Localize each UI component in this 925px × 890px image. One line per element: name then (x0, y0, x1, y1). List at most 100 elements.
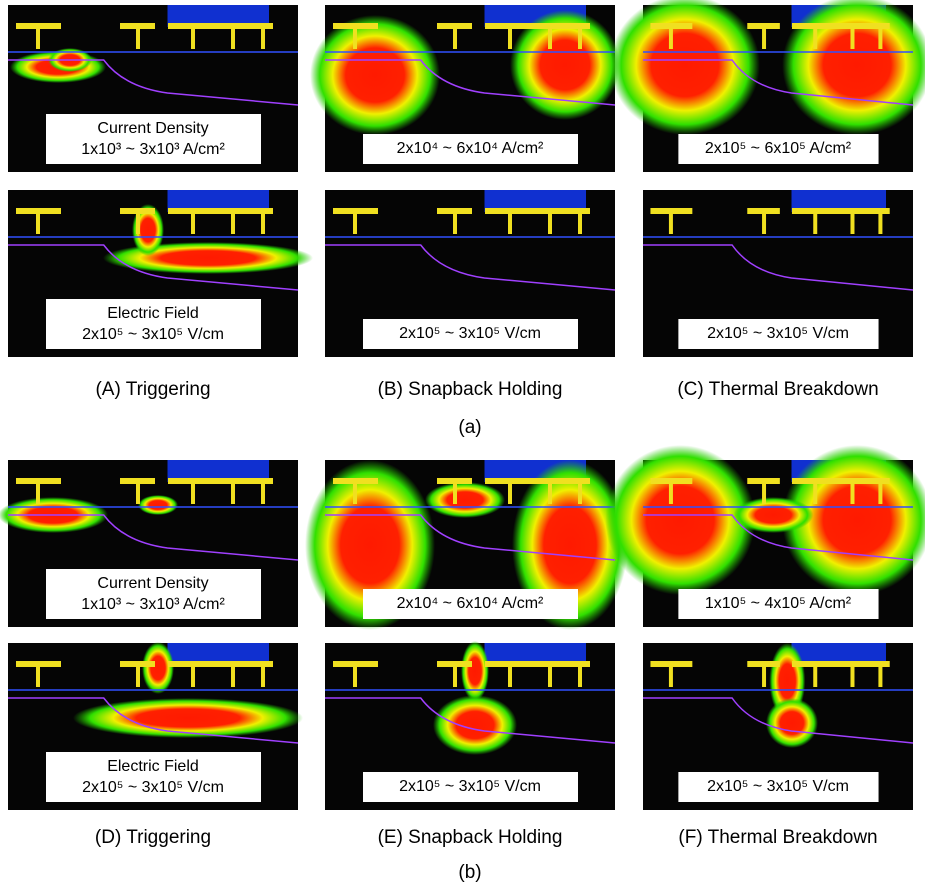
panel-label: 2x10⁵ ~ 3x10⁵ V/cm (707, 778, 849, 795)
electrode-stem (353, 23, 357, 49)
simulation-panel: 2x10⁵ ~ 3x10⁵ V/cm (643, 643, 913, 810)
electrode (168, 661, 273, 667)
heat-region (433, 695, 517, 755)
caption: (F) Thermal Breakdown (678, 827, 877, 848)
electrode-stem (353, 478, 357, 504)
electrode-stem (453, 208, 457, 234)
panel-label: 2x10⁵ ~ 3x10⁵ V/cm (399, 778, 541, 795)
electrode-stem (231, 208, 235, 234)
electrode (485, 661, 590, 667)
panel-label: Current Density (97, 120, 208, 137)
section-label: (a) (458, 417, 481, 438)
electrode-stem (813, 23, 817, 49)
electrode-stem (231, 23, 235, 49)
electrode-stem (548, 661, 552, 687)
electrode-stem (261, 208, 265, 234)
electrode (485, 23, 590, 29)
electrode (792, 478, 890, 484)
electrode (792, 661, 890, 667)
caption: (B) Snapback Holding (378, 379, 563, 400)
electrode-stem (453, 23, 457, 49)
electrode-stem (508, 661, 512, 687)
electrode-stem (136, 478, 140, 504)
simulation-panel: Current Density1x10³ ~ 3x10³ A/cm² (8, 5, 298, 172)
electrode-stem (191, 208, 195, 234)
electrode-stem (669, 23, 673, 49)
panel-label: 2x10⁵ ~ 3x10⁵ V/cm (82, 326, 224, 343)
simulation-panel: 2x10⁵ ~ 3x10⁵ V/cm (325, 190, 615, 357)
panel-label: Electric Field (107, 758, 199, 775)
electrode-stem (508, 208, 512, 234)
electrode-stem (578, 478, 582, 504)
panel-label: 2x10⁵ ~ 3x10⁵ V/cm (399, 325, 541, 342)
electrode (792, 208, 890, 214)
panel-label: 2x10⁵ ~ 3x10⁵ V/cm (707, 325, 849, 342)
heat-region (73, 698, 303, 738)
electrode (485, 208, 590, 214)
electrode-stem (36, 661, 40, 687)
simulation-panel: 2x10⁵ ~ 3x10⁵ V/cm (325, 641, 615, 810)
caption: (A) Triggering (95, 379, 210, 400)
simulation-panel: Electric Field 2x10⁵ ~ 3x10⁵ V/cm (8, 190, 313, 357)
electrode-stem (36, 23, 40, 49)
electrode-stem (762, 661, 766, 687)
electrode-stem (850, 661, 854, 687)
electrode-stem (508, 478, 512, 504)
electrode-stem (578, 661, 582, 687)
electrode-stem (261, 661, 265, 687)
panel-label: 2x10⁵ ~ 3x10⁵ V/cm (82, 779, 224, 796)
electrode-stem (191, 661, 195, 687)
electrode-stem (878, 208, 882, 234)
electrode (168, 23, 273, 29)
simulation-panel: 2x10⁴ ~ 6x10⁴ A/cm² (310, 5, 620, 172)
electrode (168, 478, 273, 484)
electrode-stem (191, 478, 195, 504)
simulation-panel: 2x10⁵ ~ 3x10⁵ V/cm (643, 190, 913, 357)
electrode-stem (191, 23, 195, 49)
electrode (168, 208, 273, 214)
electrode-stem (136, 208, 140, 234)
electrode-stem (762, 478, 766, 504)
panel-label: 1x10³ ~ 3x10³ A/cm² (81, 596, 225, 613)
electrode-stem (850, 478, 854, 504)
panel-label: Current Density (97, 575, 208, 592)
figure: Current Density 1x10³ ~ 3x10³ A/cm² 2x10⁴ … (0, 0, 925, 885)
heat-region (142, 642, 174, 694)
electrode-stem (261, 478, 265, 504)
caption: (D) Triggering (95, 827, 211, 848)
heat-region (425, 482, 505, 518)
caption: (C) Thermal Breakdown (677, 379, 878, 400)
electrode-stem (231, 661, 235, 687)
electrode-stem (813, 478, 817, 504)
simulation-panel: 1x10⁵ ~ 4x10⁵ A/cm² (605, 445, 925, 627)
panel-label: 2x10⁵ ~ 6x10⁵ A/cm² (705, 140, 852, 157)
heat-region (461, 641, 489, 701)
electrode-stem (548, 23, 552, 49)
electrode-stem (261, 23, 265, 49)
electrode-stem (878, 23, 882, 49)
electrode-stem (813, 661, 817, 687)
heat-region (733, 497, 813, 533)
electrode-stem (508, 23, 512, 49)
electrode-stem (548, 478, 552, 504)
panel-label: 2x10⁴ ~ 6x10⁴ A/cm² (397, 140, 544, 157)
heat-region (605, 445, 755, 595)
electrode-stem (578, 208, 582, 234)
electrode-stem (669, 661, 673, 687)
simulation-panel: Current Density 1x10³ ~ 3x10³ A/cm² (0, 460, 298, 627)
electrode-stem (762, 208, 766, 234)
electrode-stem (36, 478, 40, 504)
electrode-stem (136, 661, 140, 687)
electrode-stem (136, 23, 140, 49)
electrode-stem (762, 23, 766, 49)
electrode-stem (878, 661, 882, 687)
electrode-stem (453, 661, 457, 687)
electrode-stem (578, 23, 582, 49)
heat-region (310, 15, 440, 135)
panel-label: Electric Field (107, 305, 199, 322)
electrode-stem (353, 661, 357, 687)
simulation-panel: Electric Field 2x10⁵ ~ 3x10⁵ V/cm (8, 642, 303, 810)
electrode (792, 23, 890, 29)
electrode-stem (353, 208, 357, 234)
heat-region (766, 698, 818, 748)
